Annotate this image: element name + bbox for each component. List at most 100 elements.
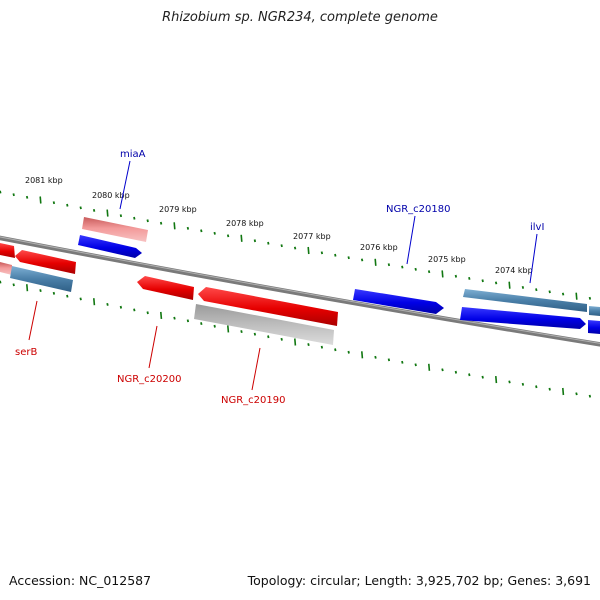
minor-tick [226, 234, 230, 238]
minor-tick [561, 292, 565, 296]
leader-NGR_c20190 [251, 347, 261, 391]
major-tick [106, 209, 109, 217]
major-tick [240, 234, 243, 242]
minor-tick [12, 283, 15, 287]
major-tick [361, 351, 364, 359]
minor-tick [146, 219, 149, 223]
upper-scale-ticks [0, 190, 592, 300]
label-NGR_c20180[interactable]: NGR_c20180 [386, 204, 451, 215]
gene-NGR_c20190[interactable] [198, 287, 338, 326]
minor-tick [535, 288, 538, 292]
minor-tick [535, 385, 538, 389]
kbp-label: 2077 kbp [293, 232, 331, 241]
minor-tick [186, 319, 190, 323]
minor-tick [360, 258, 364, 262]
major-tick [428, 363, 431, 371]
minor-tick [52, 201, 56, 205]
minor-tick [66, 294, 69, 298]
minor-tick [12, 193, 15, 197]
minor-tick [320, 345, 324, 349]
kbp-scale-labels: 2081 kbp 2080 kbp 2079 kbp 2078 kbp 2077… [25, 176, 533, 275]
minor-tick [374, 355, 377, 359]
label-serB[interactable]: serB [15, 347, 37, 358]
minor-tick [0, 280, 2, 284]
major-tick [160, 311, 163, 319]
label-NGR_c20200[interactable]: NGR_c20200 [117, 374, 182, 385]
minor-tick [280, 244, 283, 248]
minor-tick [186, 226, 190, 230]
forward-strand-genes [78, 217, 600, 334]
pseudogene-left-pink[interactable] [0, 262, 12, 275]
kbp-label: 2080 kbp [92, 191, 130, 200]
major-tick [26, 284, 29, 292]
pseudogene-upper-steel-right[interactable] [589, 306, 600, 316]
gene-NGR_c20200[interactable] [137, 276, 194, 300]
minor-tick [119, 214, 123, 218]
lower-scale-ticks [0, 280, 592, 398]
reverse-strand-genes [0, 243, 338, 345]
leader-NGR_c20180 [406, 215, 416, 265]
minor-tick [454, 274, 458, 278]
minor-tick [146, 311, 149, 315]
label-NGR_c20190[interactable]: NGR_c20190 [221, 395, 286, 406]
minor-tick [267, 241, 270, 245]
genome-title: Rhizobium sp. NGR234, complete genome [162, 10, 438, 25]
kbp-label: 2079 kbp [159, 205, 197, 214]
minor-tick [307, 343, 310, 347]
minor-tick [119, 305, 123, 309]
minor-tick [588, 394, 592, 398]
leader-NGR_c20200 [148, 325, 158, 369]
minor-tick [173, 316, 176, 320]
gene-labels: miaA NGR_c20180 ilvI serB NGR_c20200 NGR… [15, 149, 544, 406]
minor-tick [52, 291, 56, 295]
minor-tick [133, 216, 136, 220]
minor-tick [0, 190, 2, 194]
minor-tick [521, 285, 525, 289]
major-tick [39, 196, 42, 204]
minor-tick [427, 270, 431, 274]
gene-fragment-right-forward[interactable] [588, 320, 600, 334]
minor-tick [468, 276, 471, 280]
major-tick [441, 270, 444, 278]
kbp-label: 2074 kbp [495, 266, 533, 275]
minor-tick [347, 256, 350, 260]
minor-tick [25, 195, 29, 199]
minor-tick [92, 208, 96, 212]
label-ilvI[interactable]: ilvI [530, 222, 544, 233]
gene-NGR_c20180[interactable] [353, 289, 444, 314]
minor-tick [414, 267, 417, 271]
kbp-label: 2076 kbp [360, 243, 398, 252]
minor-tick [575, 392, 578, 396]
gene-miaA[interactable] [78, 235, 142, 258]
major-tick [227, 325, 230, 333]
gene-ilvI[interactable] [460, 307, 586, 329]
minor-tick [481, 375, 484, 379]
minor-tick [508, 380, 511, 384]
minor-tick [334, 348, 337, 352]
pseudogene-upper-steel[interactable] [463, 289, 587, 312]
rna-gene-gray[interactable] [194, 304, 334, 345]
minor-tick [253, 239, 257, 243]
minor-tick [320, 251, 324, 255]
major-tick [562, 387, 565, 396]
minor-tick [468, 373, 471, 377]
pseudogene-upper-pink[interactable] [82, 217, 148, 242]
major-tick [294, 338, 297, 346]
minor-tick [548, 387, 551, 391]
genome-backbone-highlight [0, 236, 600, 344]
kbp-label: 2078 kbp [226, 219, 264, 228]
minor-tick [387, 358, 391, 362]
kbp-label: 2075 kbp [428, 255, 466, 264]
kbp-label: 2081 kbp [25, 176, 63, 185]
major-tick [93, 298, 96, 306]
label-miaA[interactable]: miaA [120, 149, 146, 160]
gene-serB-neighbor[interactable] [15, 250, 76, 274]
minor-tick [253, 332, 257, 336]
minor-tick [548, 290, 551, 294]
minor-tick [414, 363, 417, 367]
minor-tick [133, 308, 136, 312]
major-tick [508, 281, 511, 289]
gene-serB[interactable] [10, 266, 73, 292]
leader-serB [28, 300, 38, 341]
gene-left-edge-red[interactable] [0, 243, 15, 258]
